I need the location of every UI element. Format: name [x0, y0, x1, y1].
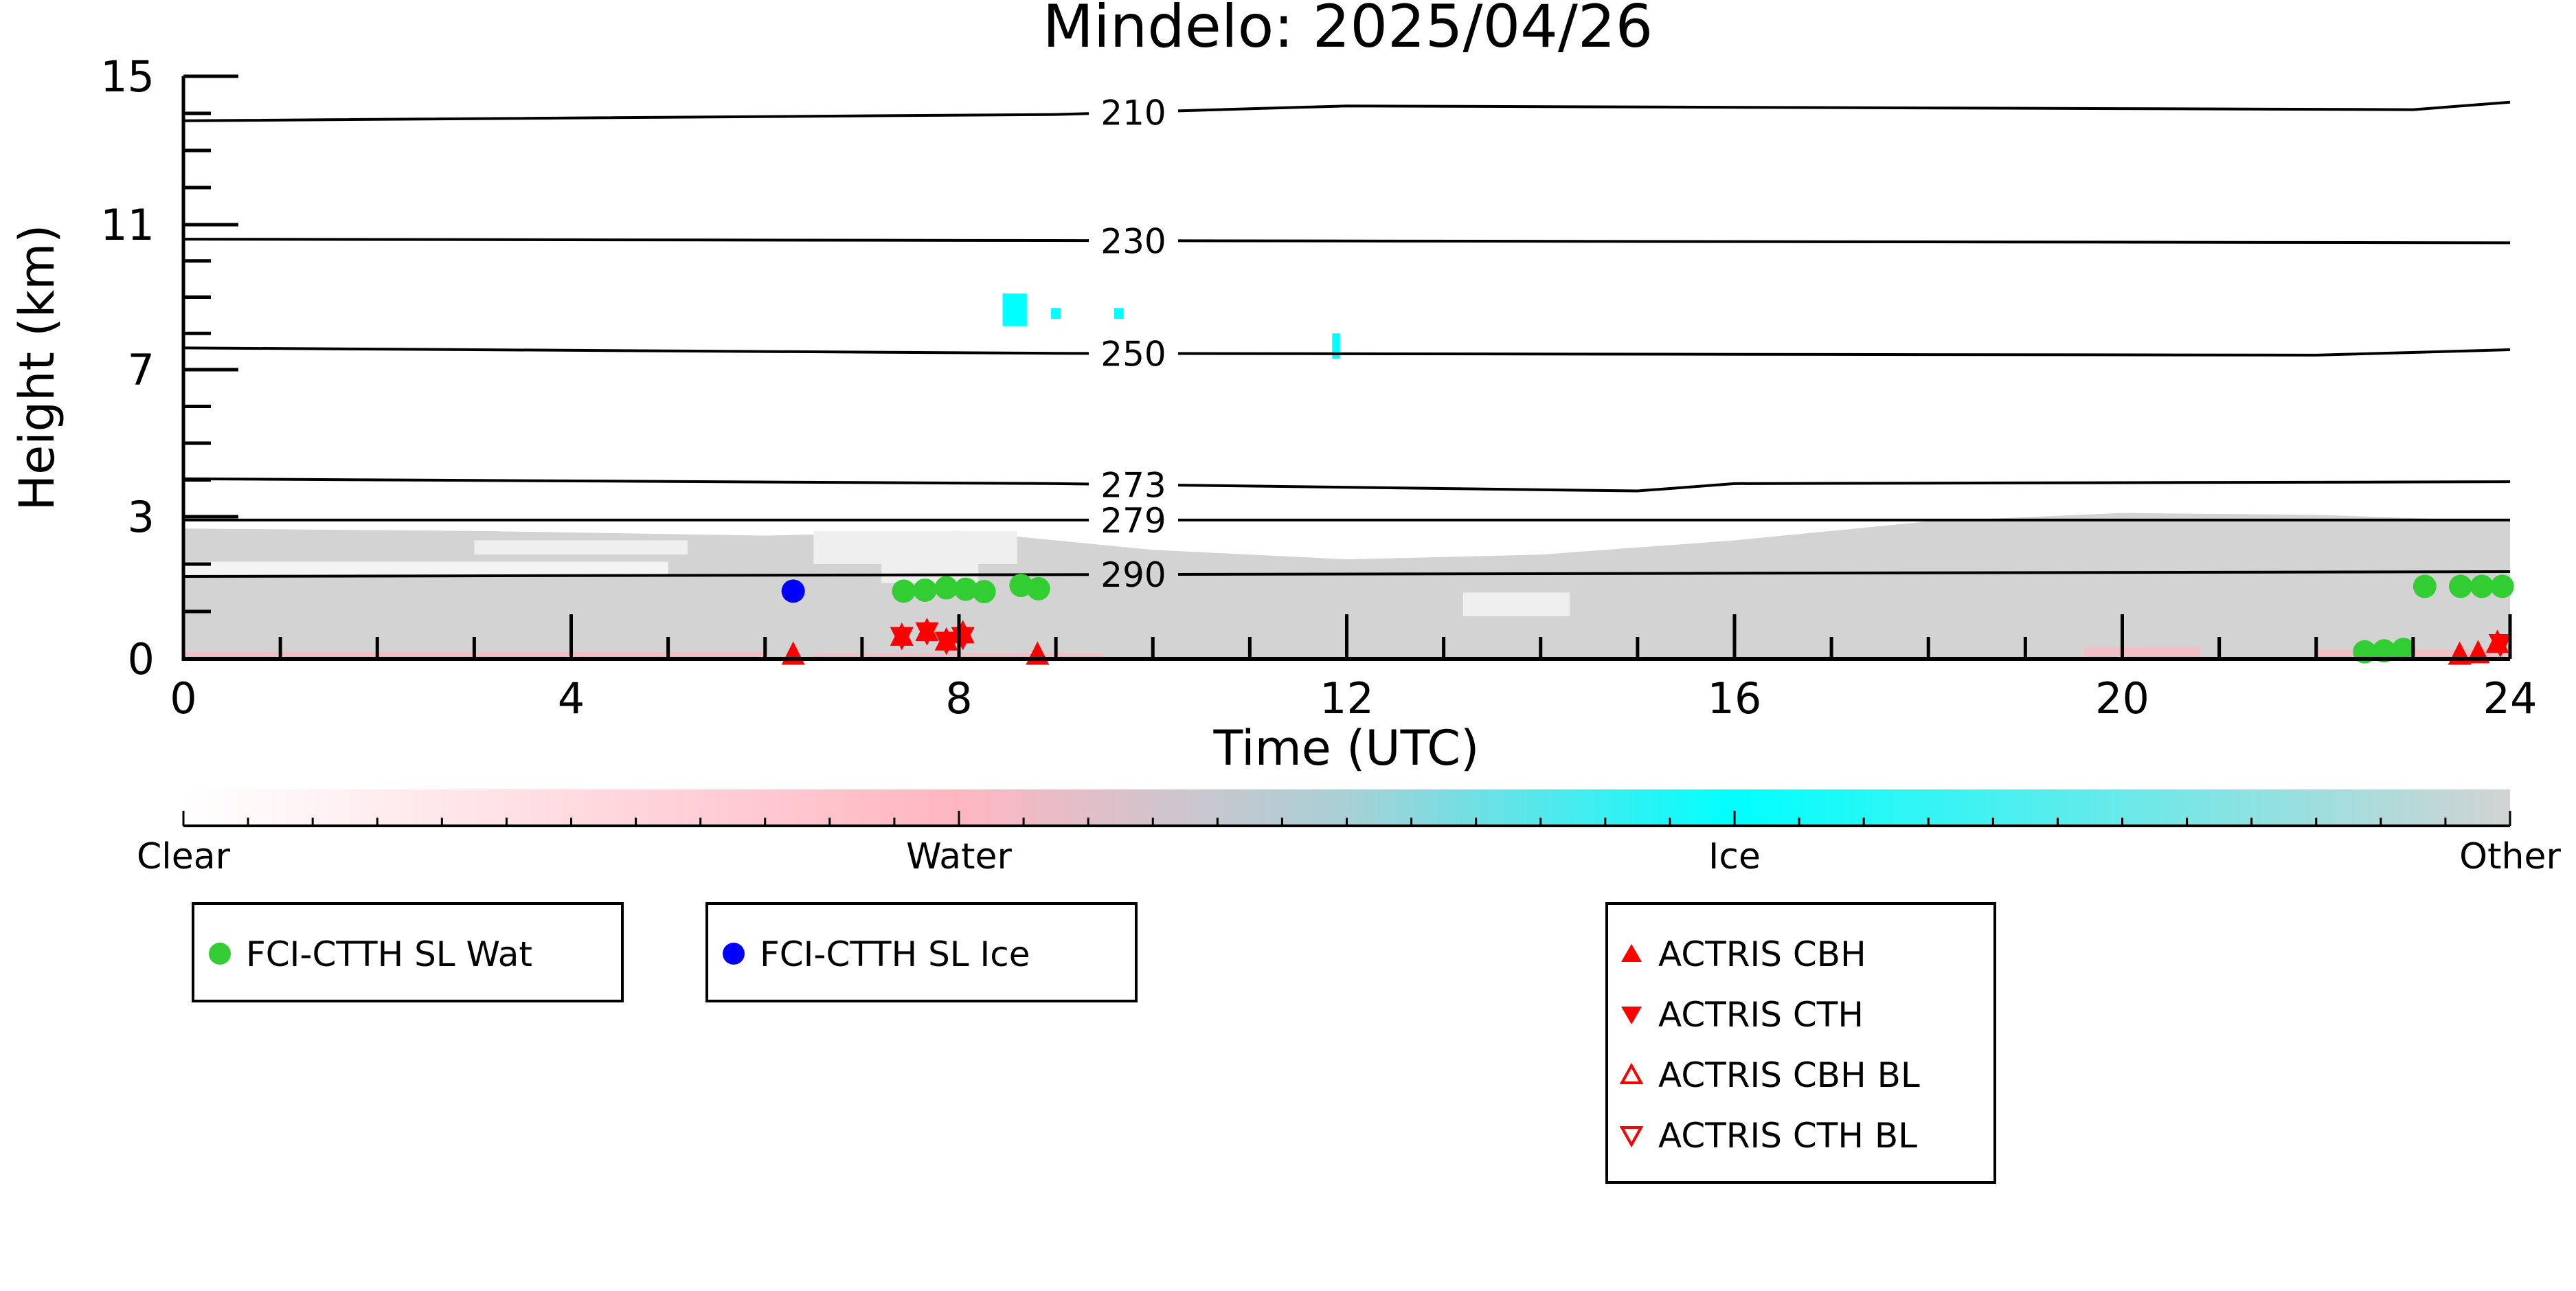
cloud-ice-field [1051, 308, 1061, 319]
x-tick-label: 12 [1320, 673, 1374, 723]
legend-label: ACTRIS CTH BL [1658, 1116, 1917, 1156]
legend-marker-triangle-up-open [1619, 1062, 1644, 1084]
chart-title: Mindelo: 2025/04/26 [1043, 0, 1653, 61]
colorbar-label-clear: Clear [137, 836, 231, 877]
data-point [2470, 574, 2494, 598]
clear-gap [474, 540, 688, 555]
colorbar-label-water: Water [906, 836, 1012, 877]
temperature-contour-273 [1177, 480, 2511, 493]
legend-label: ACTRIS CTH [1658, 995, 1864, 1035]
cloud-ice-field [1332, 333, 1340, 359]
legend-label: ACTRIS CBH [1658, 934, 1866, 974]
y-tick-label: 11 [100, 200, 155, 250]
x-tick-label: 8 [945, 673, 972, 723]
colorbar: Clear Water Ice Other [137, 789, 2561, 877]
clear-gap [183, 561, 668, 576]
legend-marker-green-circle [209, 943, 231, 965]
data-point [1026, 576, 1050, 600]
cloud-ice-field [1002, 293, 1027, 326]
legend-marker-triangle-down-open [1619, 1126, 1644, 1148]
axes: 0 4 8 12 16 20 24 0 3 7 11 15 [100, 52, 2537, 723]
x-tick-label: 16 [1708, 673, 1762, 723]
colorbar-label-other: Other [2459, 836, 2561, 877]
y-tick-label: 0 [128, 634, 155, 684]
x-tick-label: 4 [558, 673, 585, 723]
y-tick-label: 7 [128, 345, 155, 395]
temperature-contour-210 [183, 112, 1089, 122]
data-point [934, 576, 958, 600]
legend-label: ACTRIS CBH BL [1658, 1055, 1920, 1095]
temperature-contour-230 [1178, 239, 2511, 245]
x-axis-label: Time (UTC) [1213, 720, 1480, 776]
data-point [2449, 574, 2473, 598]
cloud-water-field [2083, 647, 2200, 659]
legend-label: FCI-CTTH SL Wat [246, 934, 532, 974]
contour-label: 290 [1100, 555, 1166, 595]
legend-label: FCI-CTTH SL Ice [760, 934, 1030, 974]
contour-label: 279 [1100, 501, 1166, 541]
colorbar-label-ice: Ice [1708, 836, 1761, 877]
temperature-contour-250 [1178, 348, 2511, 357]
x-tick-label: 20 [2095, 673, 2149, 723]
data-point [2391, 638, 2415, 662]
contour-label: 230 [1100, 221, 1166, 261]
legend-fci-wat: FCI-CTTH SL Wat [192, 902, 624, 1002]
legend-fci-ice: FCI-CTTH SL Ice [705, 902, 1138, 1002]
data-point [2372, 639, 2396, 663]
temperature-contour-210 [1177, 100, 2511, 113]
temperature-contour-230 [183, 238, 1089, 243]
data-point [892, 579, 916, 603]
data-point [781, 579, 805, 603]
y-tick-label: 3 [128, 492, 155, 542]
data-point [1009, 574, 1033, 598]
temperature-contour-290 [1178, 570, 2511, 576]
contour-label: 273 [1100, 465, 1166, 505]
data-point [2490, 574, 2514, 598]
cloud-other-field [183, 513, 2510, 659]
legend-marker-triangle-up [1621, 944, 1642, 962]
temperature-contour-250 [183, 346, 1089, 355]
contour-label: 250 [1100, 334, 1166, 374]
data-point [913, 578, 937, 602]
data-point [915, 622, 939, 646]
contour-label: 210 [1100, 93, 1166, 133]
legend-actris: ACTRIS CBH ACTRIS CTH ACTRIS CBH BL ACTR… [1605, 902, 1996, 1184]
data-point [2413, 574, 2437, 598]
clear-gap [813, 530, 1017, 564]
legend-marker-blue-circle [723, 943, 745, 965]
temperature-contour-290 [183, 573, 1089, 578]
legend-marker-triangle-down [1621, 1007, 1642, 1024]
cloud-ice-field [1114, 308, 1124, 319]
x-tick-label: 24 [2483, 673, 2538, 723]
temperature-contour-273 [183, 477, 1089, 486]
x-tick-label: 0 [170, 673, 196, 723]
clear-gap [1462, 592, 1570, 616]
data-point [934, 631, 958, 655]
data-point [2488, 633, 2512, 658]
data-point [951, 627, 975, 651]
y-axis-label: Height (km) [9, 225, 65, 511]
data-point [953, 577, 978, 601]
y-tick-label: 15 [100, 52, 155, 102]
data-point [890, 627, 914, 651]
data-point [972, 580, 996, 604]
